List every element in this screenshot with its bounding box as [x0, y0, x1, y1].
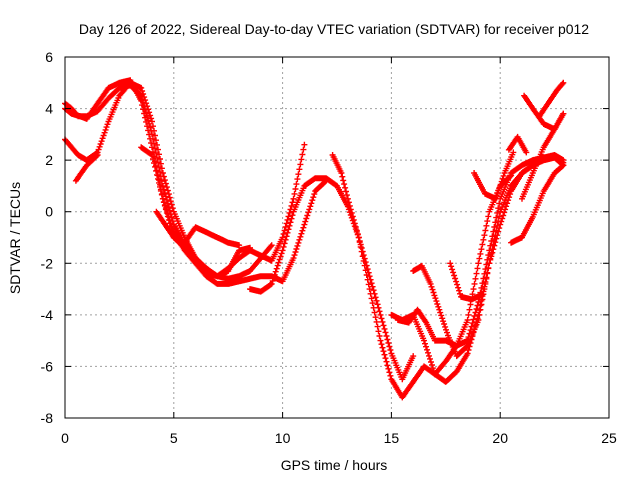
series-track-4 [72, 152, 101, 184]
data-point-markers [471, 149, 517, 202]
series-track-12 [447, 260, 486, 303]
series-track-17 [521, 92, 567, 133]
data-point-markers [536, 79, 567, 120]
x-tick-label: 20 [492, 430, 508, 446]
series-track-14 [505, 133, 530, 156]
y-tick-label: -8 [41, 410, 54, 426]
data-point-markers [505, 133, 530, 156]
data-point-markers [508, 162, 567, 246]
y-tick-label: 0 [45, 204, 53, 220]
x-tick-label: 25 [601, 430, 617, 446]
y-tick-label: 4 [45, 101, 53, 117]
y-tick-label: 6 [45, 49, 53, 65]
axis-ticks: 0 5 10 15 20 25 -8 -6 -4 -2 0 2 4 6 [41, 49, 617, 446]
x-tick-label: 15 [384, 430, 400, 446]
plot-frame [64, 56, 610, 419]
series-track-6 [153, 177, 330, 287]
x-axis-label: GPS time / hours [281, 457, 388, 473]
data-point-markers [72, 152, 101, 184]
data-point-markers [447, 260, 486, 303]
data-point-markers [153, 177, 330, 287]
x-tick-label: 10 [275, 430, 291, 446]
chart-title: Day 126 of 2022, Sidereal Day-to-day VTE… [79, 21, 589, 37]
data-point-markers [521, 92, 567, 133]
x-tick-label: 0 [61, 430, 69, 446]
series-track-13 [471, 149, 517, 202]
series-track-18 [536, 79, 567, 120]
data-point-markers [410, 154, 567, 360]
y-tick-label: -6 [41, 358, 54, 374]
series-track-11 [410, 154, 567, 360]
x-tick-label: 5 [170, 430, 178, 446]
y-axis-label: SDTVAR / TECUs [7, 182, 23, 294]
y-tick-label: -4 [41, 307, 54, 323]
y-tick-label: 2 [45, 152, 53, 168]
series-track-15 [508, 162, 567, 246]
y-tick-label: -2 [41, 255, 54, 271]
